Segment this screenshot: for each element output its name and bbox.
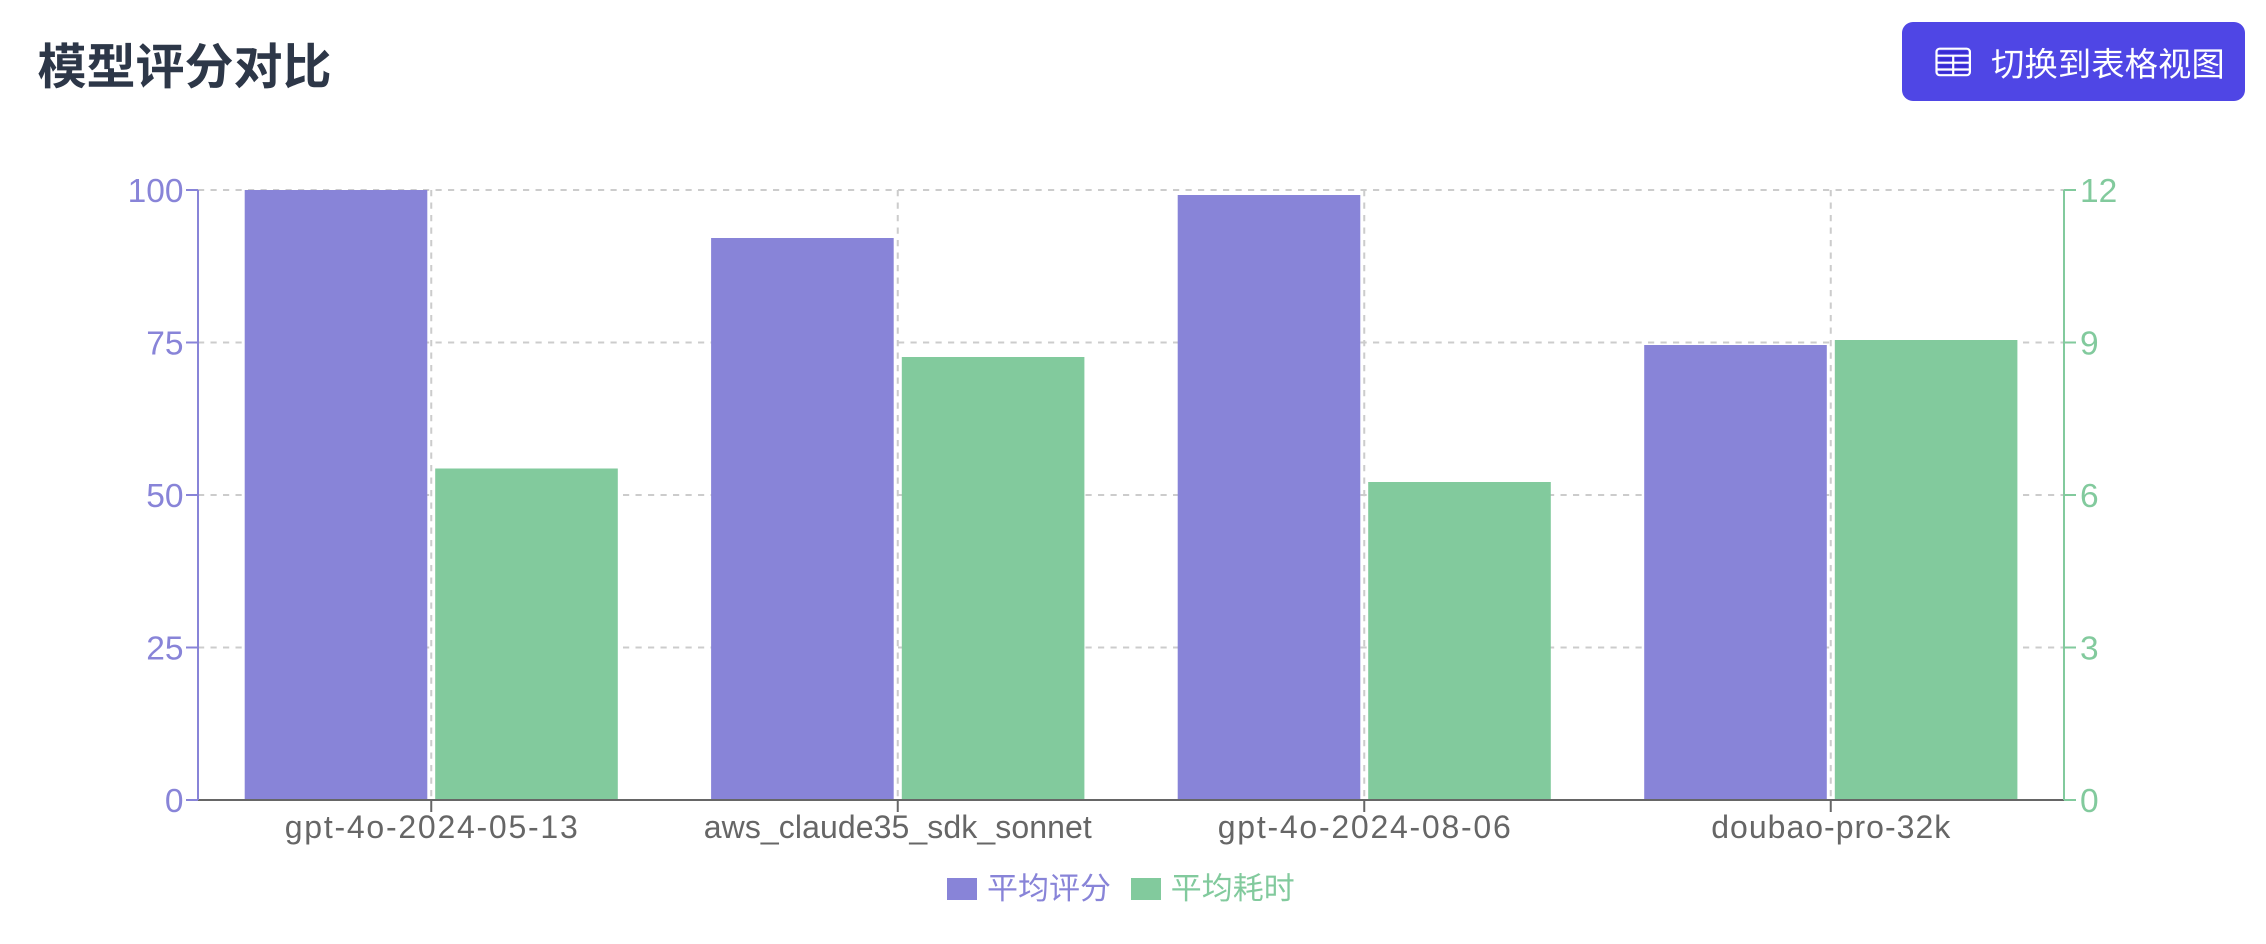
svg-text:6: 6	[2080, 478, 2099, 515]
svg-text:9: 9	[2080, 325, 2099, 362]
svg-text:75: 75	[146, 325, 183, 362]
svg-text:50: 50	[146, 478, 183, 515]
svg-text:doubao-pro-32k: doubao-pro-32k	[1711, 809, 1951, 845]
svg-text:aws_claude35_sdk_sonnet: aws_claude35_sdk_sonnet	[704, 809, 1092, 845]
svg-text:gpt-4o-2024-05-13: gpt-4o-2024-05-13	[285, 809, 578, 845]
svg-text:3: 3	[2080, 630, 2099, 667]
svg-text:gpt-4o-2024-08-06: gpt-4o-2024-08-06	[1218, 809, 1511, 845]
svg-text:100: 100	[128, 173, 184, 210]
svg-text:0: 0	[165, 783, 184, 820]
svg-text:25: 25	[146, 630, 183, 667]
svg-text:12: 12	[2080, 173, 2117, 210]
svg-text:0: 0	[2080, 783, 2099, 820]
